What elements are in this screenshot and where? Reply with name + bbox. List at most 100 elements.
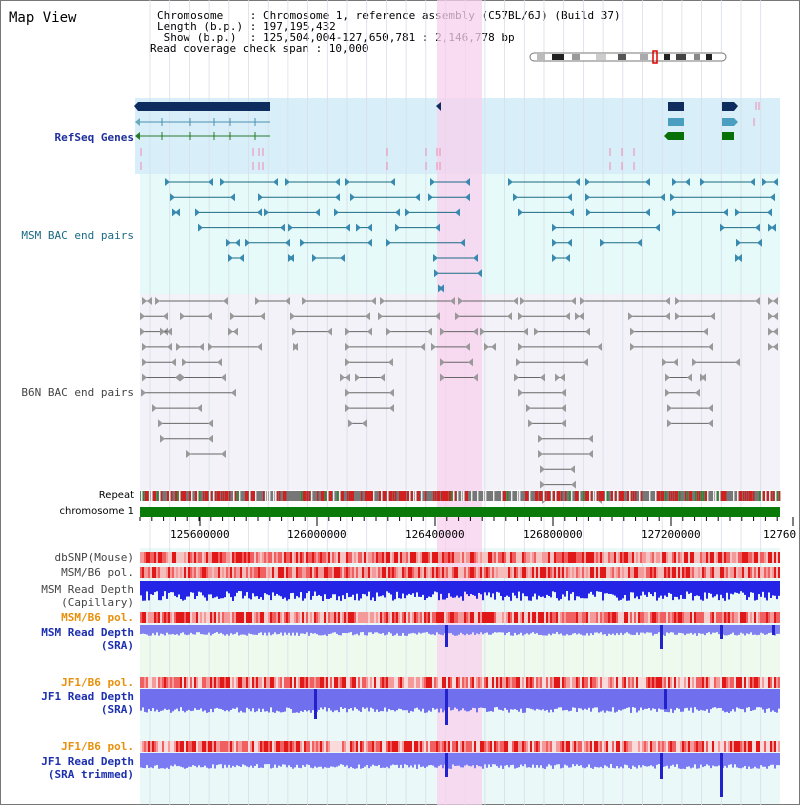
b6n-bac-pair-end [440,373,445,382]
depth-bar [482,753,484,769]
depth-bar [632,753,634,766]
heat-cell [354,677,356,688]
jf1-depth-trimmed-label[interactable]: JF1 Read Depth [41,755,134,768]
depth-bar [340,581,342,601]
msm-pol-label-2[interactable]: MSM/B6 pol. [61,611,134,624]
heat-cell [742,741,744,752]
jf1-depth-sra-label[interactable]: JF1 Read Depth [41,690,134,703]
jf1-trimmed-depth-track[interactable] [140,753,780,797]
depth-bar [554,689,556,709]
heat-cell [722,741,724,752]
repeat-element [385,491,387,501]
heat-cell [686,741,688,752]
depth-bar [372,753,374,765]
heat-cell [382,741,384,752]
heat-cell [542,567,544,578]
msm-sra-depth-track[interactable] [140,625,780,649]
heat-cell [506,567,508,578]
heat-cell [654,552,656,563]
chromosome-ideogram[interactable] [529,50,727,64]
repeat-element [553,491,556,501]
heat-cell [582,612,584,623]
msm-capillary-depth-track[interactable] [140,581,780,601]
depth-bar [242,581,244,599]
heat-cell [592,741,594,752]
heat-cell [402,677,404,688]
dbsnp-heat-track[interactable] [140,552,780,563]
depth-bar [680,625,682,634]
msm-depth-capillary-label[interactable]: MSM Read Depth [41,583,134,596]
heat-cell [492,677,494,688]
depth-bar [184,753,186,769]
heat-cell [204,567,206,578]
depth-bar [164,625,166,636]
msm-bac-label[interactable]: MSM BAC end pairs [21,229,134,242]
heat-cell [768,552,770,563]
depth-bar [522,753,524,767]
repeat-element [181,491,184,501]
msm-depth-sra-label[interactable]: MSM Read Depth [41,626,134,639]
depth-bar [190,689,192,712]
heat-cell [192,677,194,688]
depth-bar [702,581,704,601]
heat-cell [558,612,560,623]
msm-pol-label[interactable]: MSM/B6 pol. [61,566,134,579]
b6n-bac-end-pairs[interactable] [140,297,778,504]
refseq-genes-label[interactable]: RefSeq Genes [54,131,134,144]
b6n-bac-pair-end [675,312,680,321]
heat-cell [642,741,644,752]
depth-bar [456,581,458,596]
jf1-b6-pol-heat-track-2[interactable] [140,741,780,752]
chromosome-bar[interactable] [140,507,780,517]
msm-b6-pol-heat-track-2[interactable] [140,612,780,623]
heat-cell [430,567,432,578]
depth-bar [504,581,506,597]
heat-cell [250,552,252,563]
heat-cell [704,741,706,752]
depth-bar [392,753,394,765]
heat-cell [578,741,580,752]
depth-bar [326,689,328,712]
heat-cell [220,677,222,688]
jf1-pol-label[interactable]: JF1/B6 pol. [61,676,134,689]
heat-cell [532,741,534,752]
jf1-b6-pol-heat-track[interactable] [140,677,780,688]
depth-bar [250,753,252,766]
heat-cell [504,567,506,578]
depth-bar [536,625,538,634]
depth-bar [426,753,428,767]
heat-cell [348,677,350,688]
depth-bar [778,625,780,634]
dbsnp-label[interactable]: dbSNP(Mouse) [54,551,134,564]
jf1-sra-depth-track[interactable] [140,689,780,725]
selected-region-highlight[interactable] [437,0,482,805]
depth-bar [328,689,330,709]
heat-cell [682,677,684,688]
heat-cell [474,677,476,688]
b6n-bac-pair-end [176,342,181,351]
refseq-genes-track[interactable] [134,102,760,140]
msm-b6-pol-heat-track[interactable] [140,567,780,578]
depth-bar [616,689,618,712]
depth-bar [368,689,370,712]
depth-bar [672,753,674,765]
repeat-element [767,491,770,501]
jf1-pol-label-2[interactable]: JF1/B6 pol. [61,740,134,753]
depth-bar [158,689,160,712]
repeat-element [773,491,775,501]
depth-bar [210,625,212,636]
b6n-bac-pair-end [207,312,212,321]
repeat-element [157,491,159,501]
depth-bar [730,581,732,594]
heat-cell [420,741,422,752]
heat-cell [256,741,258,752]
depth-bar [628,581,630,601]
heat-cell [434,612,436,623]
heat-cell [402,612,404,623]
repeat-track[interactable] [140,491,780,501]
heat-cell [514,677,516,688]
msm-bac-end-pairs[interactable] [165,178,778,293]
b6n-bac-label[interactable]: B6N BAC end pairs [21,386,134,399]
depth-bar [712,689,714,708]
